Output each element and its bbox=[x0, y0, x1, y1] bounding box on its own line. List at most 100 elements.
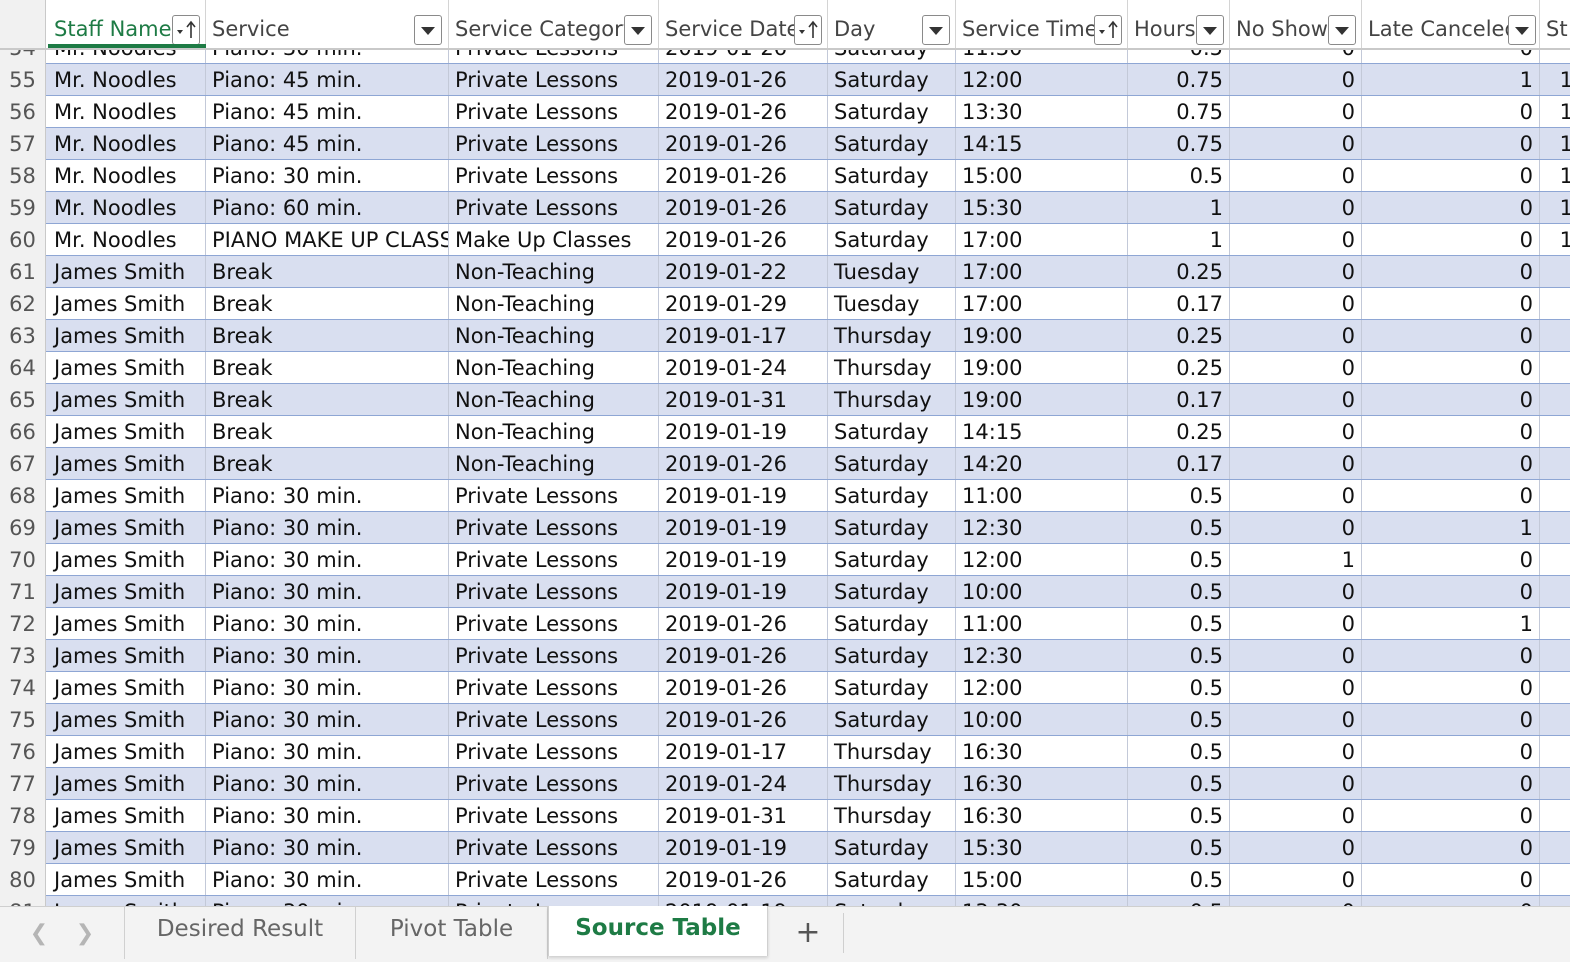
table-cell[interactable]: Thursday bbox=[828, 384, 956, 415]
table-cell[interactable]: 0 bbox=[1230, 832, 1362, 863]
filter-dropdown-icon[interactable] bbox=[1328, 15, 1356, 45]
table-cell[interactable] bbox=[1540, 608, 1570, 639]
table-cell[interactable]: 0 bbox=[1362, 352, 1540, 383]
table-cell[interactable]: 0.5 bbox=[1128, 640, 1230, 671]
table-cell[interactable]: Mr. Noodles bbox=[48, 160, 206, 191]
table-cell[interactable]: 0 bbox=[1230, 736, 1362, 767]
table-cell[interactable]: 13:30 bbox=[956, 96, 1128, 127]
column-header-service-date[interactable]: Service Date bbox=[659, 0, 828, 48]
table-cell[interactable]: 0.17 bbox=[1128, 288, 1230, 319]
table-cell[interactable]: 0 bbox=[1362, 224, 1540, 255]
table-cell[interactable]: 19:00 bbox=[956, 352, 1128, 383]
row-number[interactable]: 70 bbox=[0, 544, 46, 576]
table-cell[interactable]: 0 bbox=[1230, 768, 1362, 799]
table-cell[interactable]: 0.5 bbox=[1128, 800, 1230, 831]
table-cell[interactable] bbox=[1540, 416, 1570, 447]
table-cell[interactable]: Piano: 45 min. bbox=[206, 64, 449, 95]
table-cell[interactable]: Piano: 60 min. bbox=[206, 192, 449, 223]
table-cell[interactable]: James Smith bbox=[48, 544, 206, 575]
table-cell[interactable]: Piano: 30 min. bbox=[206, 768, 449, 799]
tab-pivot-table[interactable]: Pivot Table bbox=[356, 907, 548, 959]
column-header-no-show[interactable]: No Show bbox=[1230, 0, 1362, 48]
table-cell[interactable]: 1 bbox=[1540, 160, 1570, 191]
table-cell[interactable]: 12:00 bbox=[956, 64, 1128, 95]
table-cell[interactable]: Non-Teaching bbox=[449, 384, 659, 415]
table-cell[interactable]: 1 bbox=[1540, 96, 1570, 127]
tab-source-table[interactable]: Source Table bbox=[548, 906, 768, 956]
table-cell[interactable]: Saturday bbox=[828, 512, 956, 543]
table-cell[interactable]: Saturday bbox=[828, 224, 956, 255]
table-cell[interactable]: Break bbox=[206, 256, 449, 287]
table-cell[interactable]: 2019-01-24 bbox=[659, 768, 828, 799]
table-cell[interactable]: 0 bbox=[1230, 640, 1362, 671]
column-header-service-category[interactable]: Service Category bbox=[449, 0, 659, 48]
row-number[interactable]: 58 bbox=[0, 160, 46, 192]
table-cell[interactable]: Private Lessons bbox=[449, 736, 659, 767]
table-cell[interactable] bbox=[1540, 384, 1570, 415]
table-cell[interactable] bbox=[1540, 896, 1570, 906]
table-cell[interactable]: 16:30 bbox=[956, 768, 1128, 799]
table-cell[interactable]: Private Lessons bbox=[449, 800, 659, 831]
table-cell[interactable]: 0.25 bbox=[1128, 320, 1230, 351]
table-cell[interactable]: 1 bbox=[1540, 128, 1570, 159]
table-cell[interactable]: Private Lessons bbox=[449, 544, 659, 575]
table-cell[interactable]: 0 bbox=[1362, 704, 1540, 735]
table-cell[interactable] bbox=[1540, 288, 1570, 319]
table-cell[interactable]: 0 bbox=[1230, 224, 1362, 255]
table-cell[interactable] bbox=[1540, 480, 1570, 511]
table-cell[interactable]: Private Lessons bbox=[449, 832, 659, 863]
table-cell[interactable]: 0 bbox=[1230, 352, 1362, 383]
row-number[interactable]: 75 bbox=[0, 704, 46, 736]
table-cell[interactable]: 15:30 bbox=[956, 192, 1128, 223]
table-cell[interactable]: Saturday bbox=[828, 64, 956, 95]
table-cell[interactable]: 0 bbox=[1230, 256, 1362, 287]
table-cell[interactable]: Private Lessons bbox=[449, 480, 659, 511]
table-cell[interactable]: Piano: 30 min. bbox=[206, 672, 449, 703]
sort-ascending-icon[interactable] bbox=[1094, 15, 1122, 45]
table-cell[interactable]: Thursday bbox=[828, 800, 956, 831]
row-number[interactable]: 79 bbox=[0, 832, 46, 864]
table-cell[interactable]: 2019-01-19 bbox=[659, 512, 828, 543]
column-header-st[interactable]: St bbox=[1540, 0, 1570, 48]
table-cell[interactable]: 11:00 bbox=[956, 608, 1128, 639]
row-number[interactable]: 72 bbox=[0, 608, 46, 640]
table-cell[interactable]: 0 bbox=[1230, 704, 1362, 735]
table-cell[interactable]: Piano: 30 min. bbox=[206, 576, 449, 607]
table-cell[interactable] bbox=[1540, 800, 1570, 831]
table-cell[interactable]: 17:00 bbox=[956, 224, 1128, 255]
table-cell[interactable]: Saturday bbox=[828, 416, 956, 447]
table-cell[interactable]: 1 bbox=[1540, 64, 1570, 95]
table-cell[interactable]: Piano: 30 min. bbox=[206, 512, 449, 543]
table-cell[interactable]: 2019-01-26 bbox=[659, 96, 828, 127]
table-cell[interactable]: 0 bbox=[1362, 320, 1540, 351]
table-cell[interactable]: Piano: 30 min. bbox=[206, 864, 449, 895]
row-number[interactable]: 60 bbox=[0, 224, 46, 256]
table-cell[interactable]: 2019-01-24 bbox=[659, 352, 828, 383]
table-cell[interactable]: 0.75 bbox=[1128, 64, 1230, 95]
table-cell[interactable]: Thursday bbox=[828, 736, 956, 767]
row-number[interactable]: 76 bbox=[0, 736, 46, 768]
table-cell[interactable]: Break bbox=[206, 288, 449, 319]
table-cell[interactable]: 0.5 bbox=[1128, 832, 1230, 863]
table-cell[interactable]: Private Lessons bbox=[449, 704, 659, 735]
table-cell[interactable]: 0 bbox=[1230, 384, 1362, 415]
table-cell[interactable]: James Smith bbox=[48, 736, 206, 767]
table-cell[interactable]: Saturday bbox=[828, 544, 956, 575]
table-cell[interactable]: James Smith bbox=[48, 640, 206, 671]
row-number[interactable]: 68 bbox=[0, 480, 46, 512]
table-cell[interactable]: 2019-01-19 bbox=[659, 416, 828, 447]
table-cell[interactable] bbox=[1540, 864, 1570, 895]
table-cell[interactable]: 1 bbox=[1128, 224, 1230, 255]
sort-ascending-icon[interactable] bbox=[172, 15, 200, 45]
row-number[interactable]: 73 bbox=[0, 640, 46, 672]
table-cell[interactable]: James Smith bbox=[48, 864, 206, 895]
table-cell[interactable]: James Smith bbox=[48, 352, 206, 383]
table-cell[interactable]: 17:00 bbox=[956, 256, 1128, 287]
table-cell[interactable]: 0.25 bbox=[1128, 416, 1230, 447]
table-cell[interactable]: 0 bbox=[1362, 768, 1540, 799]
table-cell[interactable]: 2019-01-19 bbox=[659, 576, 828, 607]
table-cell[interactable]: 0 bbox=[1230, 800, 1362, 831]
table-cell[interactable]: Break bbox=[206, 448, 449, 479]
table-cell[interactable]: 15:00 bbox=[956, 160, 1128, 191]
table-cell[interactable]: 0.5 bbox=[1128, 512, 1230, 543]
